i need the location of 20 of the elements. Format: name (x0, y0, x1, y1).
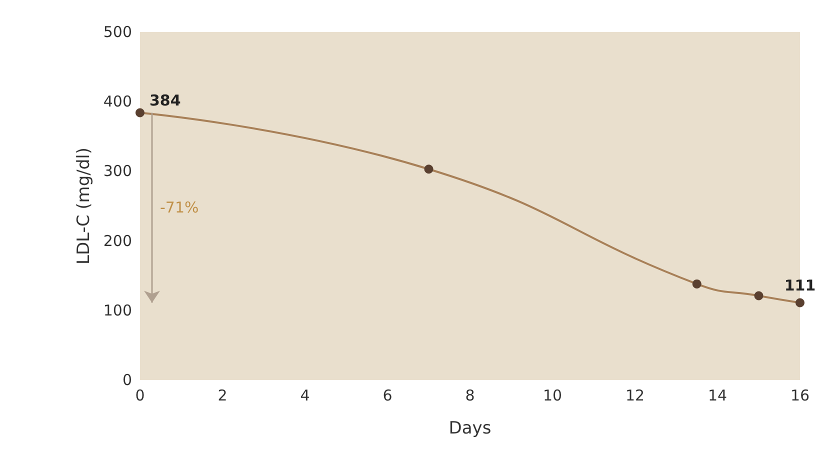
x-tick-label: 2 (218, 386, 228, 404)
x-tick-label: 6 (382, 386, 392, 404)
data-label: 111 (784, 276, 815, 295)
x-axis-title: Days (448, 418, 492, 438)
x-tick-label: 14 (708, 386, 728, 404)
x-tick-label: 16 (790, 386, 810, 404)
y-axis-title: LDL-C (mg/dl) (74, 148, 94, 264)
y-tick-label: 300 (103, 162, 132, 180)
y-tick-label: 200 (103, 232, 132, 250)
x-tick-label: 10 (542, 386, 562, 404)
data-label: 384 (150, 92, 181, 110)
y-tick-label: 500 (103, 23, 132, 41)
y-tick-label: 400 (103, 92, 132, 111)
x-tick-label: 4 (300, 386, 310, 404)
y-tick-label: 100 (103, 301, 132, 320)
y-tick-label: 0 (122, 371, 132, 389)
x-tick-label: 8 (465, 386, 475, 404)
annotation: -71% (160, 198, 199, 217)
x-tick-label: 12 (625, 386, 645, 404)
x-tick-label: 0 (135, 386, 145, 404)
